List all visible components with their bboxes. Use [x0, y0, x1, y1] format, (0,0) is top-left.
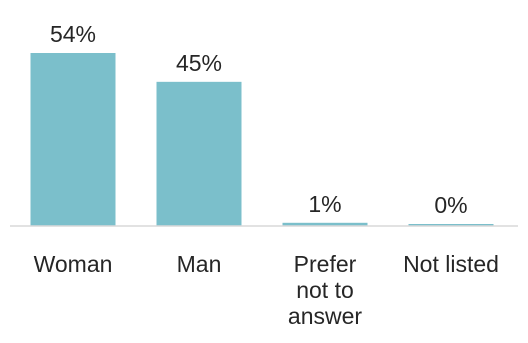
data-label-1: 45% [176, 50, 222, 76]
bar-0 [30, 53, 116, 226]
category-label-1: Man [177, 251, 222, 277]
bar-3 [408, 224, 494, 226]
data-label-3: 0% [434, 192, 467, 218]
category-label-2: Prefer not to answer [288, 251, 362, 329]
bar-2 [282, 222, 368, 226]
category-label-line: Woman [34, 251, 113, 277]
category-label-line: Not listed [403, 251, 499, 277]
category-label-3: Not listed [403, 251, 499, 277]
category-label-line: Man [177, 251, 222, 277]
category-label-line: answer [288, 303, 362, 329]
data-label-2: 1% [308, 191, 341, 217]
category-label-line: Prefer [294, 251, 357, 277]
data-label-0: 54% [50, 21, 96, 47]
category-label-line: not to [296, 277, 354, 303]
category-label-0: Woman [34, 251, 113, 277]
bars-layer [30, 53, 494, 226]
labels-layer: 54% Woman 45% Man 1% Prefer not to answer 0% Not … [34, 21, 499, 329]
bar-1 [156, 81, 242, 226]
